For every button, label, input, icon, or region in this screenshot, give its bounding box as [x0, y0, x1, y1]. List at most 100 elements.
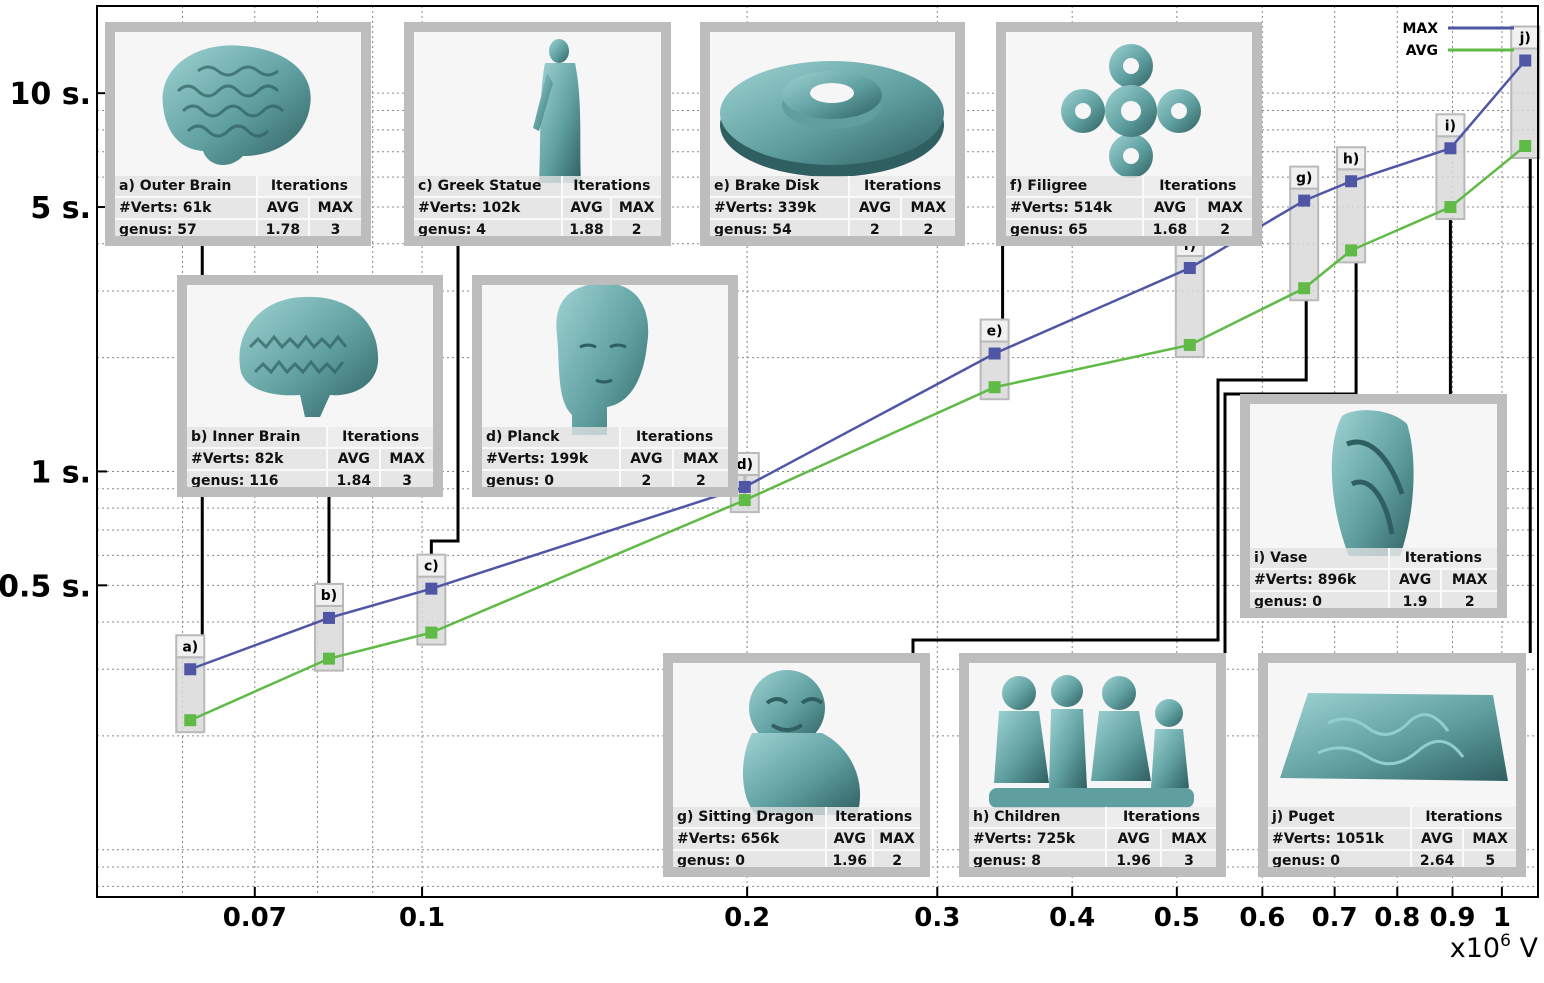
avg-header: AVG: [619, 447, 673, 470]
marker-avg: [1345, 244, 1358, 257]
x-tick-label: 0.4: [1049, 903, 1095, 933]
point-label-box: [1289, 165, 1320, 190]
model-genus: genus: 0: [482, 469, 621, 487]
point-label-box: [313, 582, 344, 607]
marker-max: [1183, 262, 1196, 275]
iterations-header: Iterations: [1105, 807, 1216, 828]
avg-header: AVG: [326, 447, 381, 470]
iterations-header: Iterations: [1387, 548, 1497, 569]
avg-value: 2: [848, 218, 901, 236]
iterations-header: Iterations: [848, 176, 955, 197]
model-name: e) Brake Disk: [710, 176, 850, 197]
avg-header: AVG: [848, 196, 901, 219]
legend-label-avg: AVG: [1406, 43, 1438, 59]
model-name: g) Sitting Dragon: [673, 807, 827, 828]
point-label: b): [321, 588, 337, 604]
avg-header: AVG: [255, 196, 309, 219]
model-genus: genus: 4: [414, 218, 562, 236]
model-verts: #Verts: 199k: [482, 447, 621, 470]
model-genus: genus: 0: [1268, 849, 1411, 867]
point-label-box: [416, 553, 447, 578]
marker-max: [322, 611, 335, 624]
point-label-box: [979, 318, 1010, 343]
model-genus: genus: 54: [710, 218, 850, 236]
max-value: 5: [1462, 849, 1516, 867]
point-label: g): [1296, 171, 1312, 187]
x-tick-label: 0.2: [724, 903, 770, 933]
model-genus: genus: 0: [1250, 590, 1389, 608]
avg-header: AVG: [560, 196, 612, 219]
avg-header: AVG: [1141, 196, 1198, 219]
iterations-header: Iterations: [825, 807, 920, 828]
max-value: 3: [379, 469, 433, 487]
x-tick-label: 0.6: [1239, 903, 1285, 933]
x-axis-unit: x106 V: [1450, 931, 1539, 964]
point-label-box: [175, 634, 206, 659]
model-verts: #Verts: 339k: [710, 196, 850, 219]
children-icon: [969, 663, 1216, 815]
leader-line: [429, 246, 460, 555]
x-tick-label: 0.9: [1429, 903, 1475, 933]
avg-header: AVG: [1387, 568, 1442, 591]
model-verts: #Verts: 1051k: [1268, 827, 1411, 850]
head-bust-icon: [482, 285, 728, 435]
marker-avg: [1444, 201, 1457, 214]
vase-icon: [1250, 404, 1497, 556]
max-header: MAX: [1160, 827, 1216, 850]
avg-header: AVG: [1409, 827, 1464, 850]
marker-max: [1444, 142, 1457, 155]
marker-max: [988, 347, 1001, 360]
series-markers: [184, 54, 1532, 727]
model-name: b) Inner Brain: [187, 427, 328, 448]
avg-value: 1.96: [825, 849, 874, 867]
max-value: 2: [1440, 590, 1497, 608]
series-lines: [189, 59, 1527, 722]
max-value: 2: [899, 218, 955, 236]
model-name: f) Filigree: [1006, 176, 1143, 197]
terrain-icon: [1268, 663, 1516, 815]
marker-max: [184, 663, 197, 676]
statue-icon: [414, 32, 661, 184]
point-label: h): [1343, 151, 1359, 167]
model-verts: #Verts: 514k: [1006, 196, 1143, 219]
model-card-d: d) Planck Iterations #Verts: 199k AVG MAX g…: [472, 275, 738, 497]
marker-avg: [425, 626, 438, 639]
point-label-box: [1336, 146, 1367, 171]
avg-header: AVG: [1105, 827, 1162, 850]
point-box: [416, 575, 447, 646]
iterations-header: Iterations: [255, 176, 361, 197]
iterations-header: Iterations: [619, 427, 728, 448]
point-label: a): [182, 639, 198, 655]
model-verts: #Verts: 61k: [115, 196, 257, 219]
model-name: a) Outer Brain: [115, 176, 257, 197]
point-label: e): [987, 324, 1003, 340]
x-tick-label: 1: [1493, 903, 1511, 933]
legend-label-max: MAX: [1402, 21, 1438, 37]
point-label: j): [1519, 31, 1531, 47]
model-verts: #Verts: 656k: [673, 827, 827, 850]
model-name: j) Puget: [1268, 807, 1411, 828]
max-value: 3: [307, 218, 361, 236]
series-line-avg: [189, 145, 1527, 722]
max-header: MAX: [671, 447, 728, 470]
x-tick-label: 0.07: [223, 903, 287, 933]
plot-frame: [96, 5, 1539, 898]
max-value: 2: [671, 469, 728, 487]
marker-max: [738, 480, 751, 493]
y-tick-label: 1 s.: [30, 455, 91, 490]
model-genus: genus: 8: [969, 849, 1107, 867]
brake-disk-icon: [710, 32, 955, 184]
avg-value: 1.88: [560, 218, 612, 236]
avg-value: 1.84: [326, 469, 381, 487]
model-genus: genus: 116: [187, 469, 328, 487]
point-label-box: [1435, 113, 1466, 138]
max-header: MAX: [899, 196, 955, 219]
dragon-icon: [673, 663, 920, 815]
iterations-header: Iterations: [560, 176, 661, 197]
max-header: MAX: [307, 196, 361, 219]
point-label-box: [1510, 25, 1541, 50]
iterations-header: Iterations: [326, 427, 433, 448]
max-header: MAX: [1196, 196, 1252, 219]
y-tick-label: 0.5 s.: [0, 569, 91, 604]
model-card-b: b) Inner Brain Iterations #Verts: 82k AVG M…: [177, 275, 443, 497]
